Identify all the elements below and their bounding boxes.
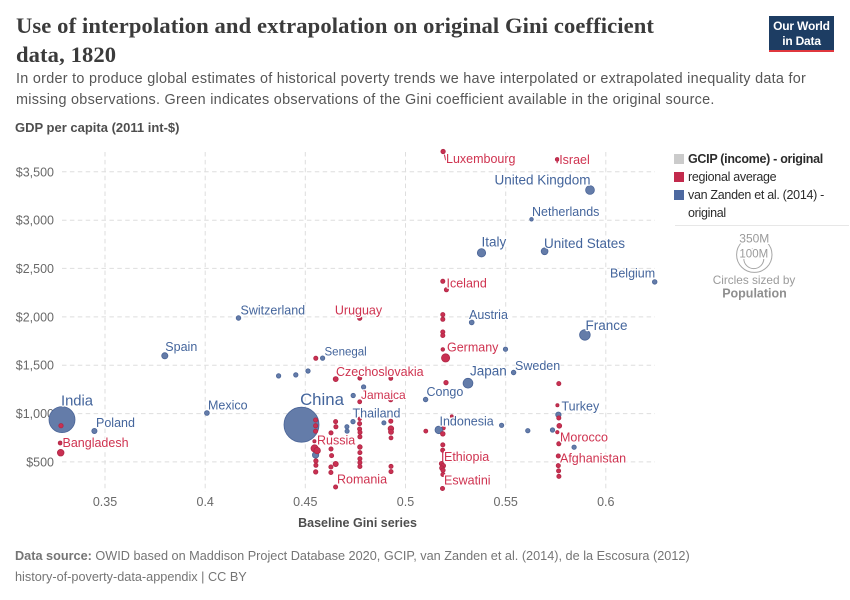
svg-text:Population: Population: [722, 286, 787, 300]
svg-text:100M: 100M: [739, 249, 768, 261]
svg-text:$500: $500: [26, 455, 54, 469]
svg-text:Italy: Italy: [482, 235, 507, 250]
svg-text:China: China: [300, 390, 345, 409]
svg-text:$3,500: $3,500: [16, 165, 54, 179]
svg-text:350M: 350M: [739, 231, 769, 245]
svg-text:0.35: 0.35: [93, 495, 117, 509]
svg-text:United Kingdom: United Kingdom: [495, 173, 591, 188]
svg-text:Luxembourg: Luxembourg: [446, 152, 516, 166]
svg-text:Circles sized by: Circles sized by: [713, 273, 796, 287]
svg-text:Netherlands: Netherlands: [532, 205, 599, 219]
svg-text:$2,000: $2,000: [16, 310, 54, 324]
svg-text:Austria: Austria: [469, 308, 508, 322]
svg-text:Congo: Congo: [427, 385, 464, 399]
svg-text:$2,500: $2,500: [16, 262, 54, 276]
svg-text:Iceland: Iceland: [447, 277, 487, 291]
svg-text:United States: United States: [544, 236, 625, 251]
svg-text:0.5: 0.5: [397, 495, 414, 509]
svg-text:Morocco: Morocco: [560, 431, 608, 445]
svg-text:Thailand: Thailand: [353, 407, 401, 421]
svg-text:Afghanistan: Afghanistan: [560, 452, 626, 466]
svg-text:India: India: [61, 393, 94, 409]
svg-text:Ethiopia: Ethiopia: [444, 450, 489, 464]
svg-text:Czechoslovakia: Czechoslovakia: [336, 365, 424, 379]
svg-text:$3,000: $3,000: [16, 214, 54, 228]
svg-text:Spain: Spain: [165, 340, 197, 354]
svg-text:Belgium: Belgium: [610, 267, 655, 281]
svg-text:Eswatini: Eswatini: [444, 474, 491, 488]
svg-text:Bangladesh: Bangladesh: [63, 436, 129, 450]
svg-text:Russia: Russia: [317, 434, 355, 448]
svg-text:Switzerland: Switzerland: [241, 304, 306, 318]
svg-text:Mexico: Mexico: [208, 399, 248, 413]
svg-text:Romania: Romania: [337, 473, 387, 487]
svg-text:Indonesia: Indonesia: [440, 415, 494, 429]
svg-text:Israel: Israel: [559, 153, 590, 167]
svg-text:Jamaica: Jamaica: [361, 388, 406, 402]
svg-text:Senegal: Senegal: [325, 347, 367, 359]
svg-text:Sweden: Sweden: [515, 359, 560, 373]
svg-text:Japan: Japan: [470, 364, 507, 379]
svg-text:$1,000: $1,000: [16, 407, 54, 421]
svg-text:0.6: 0.6: [597, 495, 614, 509]
svg-text:Turkey: Turkey: [562, 400, 600, 414]
svg-text:Poland: Poland: [96, 416, 135, 430]
svg-text:Baseline Gini series: Baseline Gini series: [298, 516, 417, 530]
svg-text:0.55: 0.55: [494, 495, 518, 509]
svg-text:$1,500: $1,500: [16, 359, 54, 373]
svg-text:France: France: [586, 318, 628, 333]
svg-text:0.4: 0.4: [197, 495, 214, 509]
svg-text:0.45: 0.45: [293, 495, 317, 509]
svg-text:Germany: Germany: [447, 341, 499, 355]
svg-text:Uruguay: Uruguay: [335, 304, 383, 318]
